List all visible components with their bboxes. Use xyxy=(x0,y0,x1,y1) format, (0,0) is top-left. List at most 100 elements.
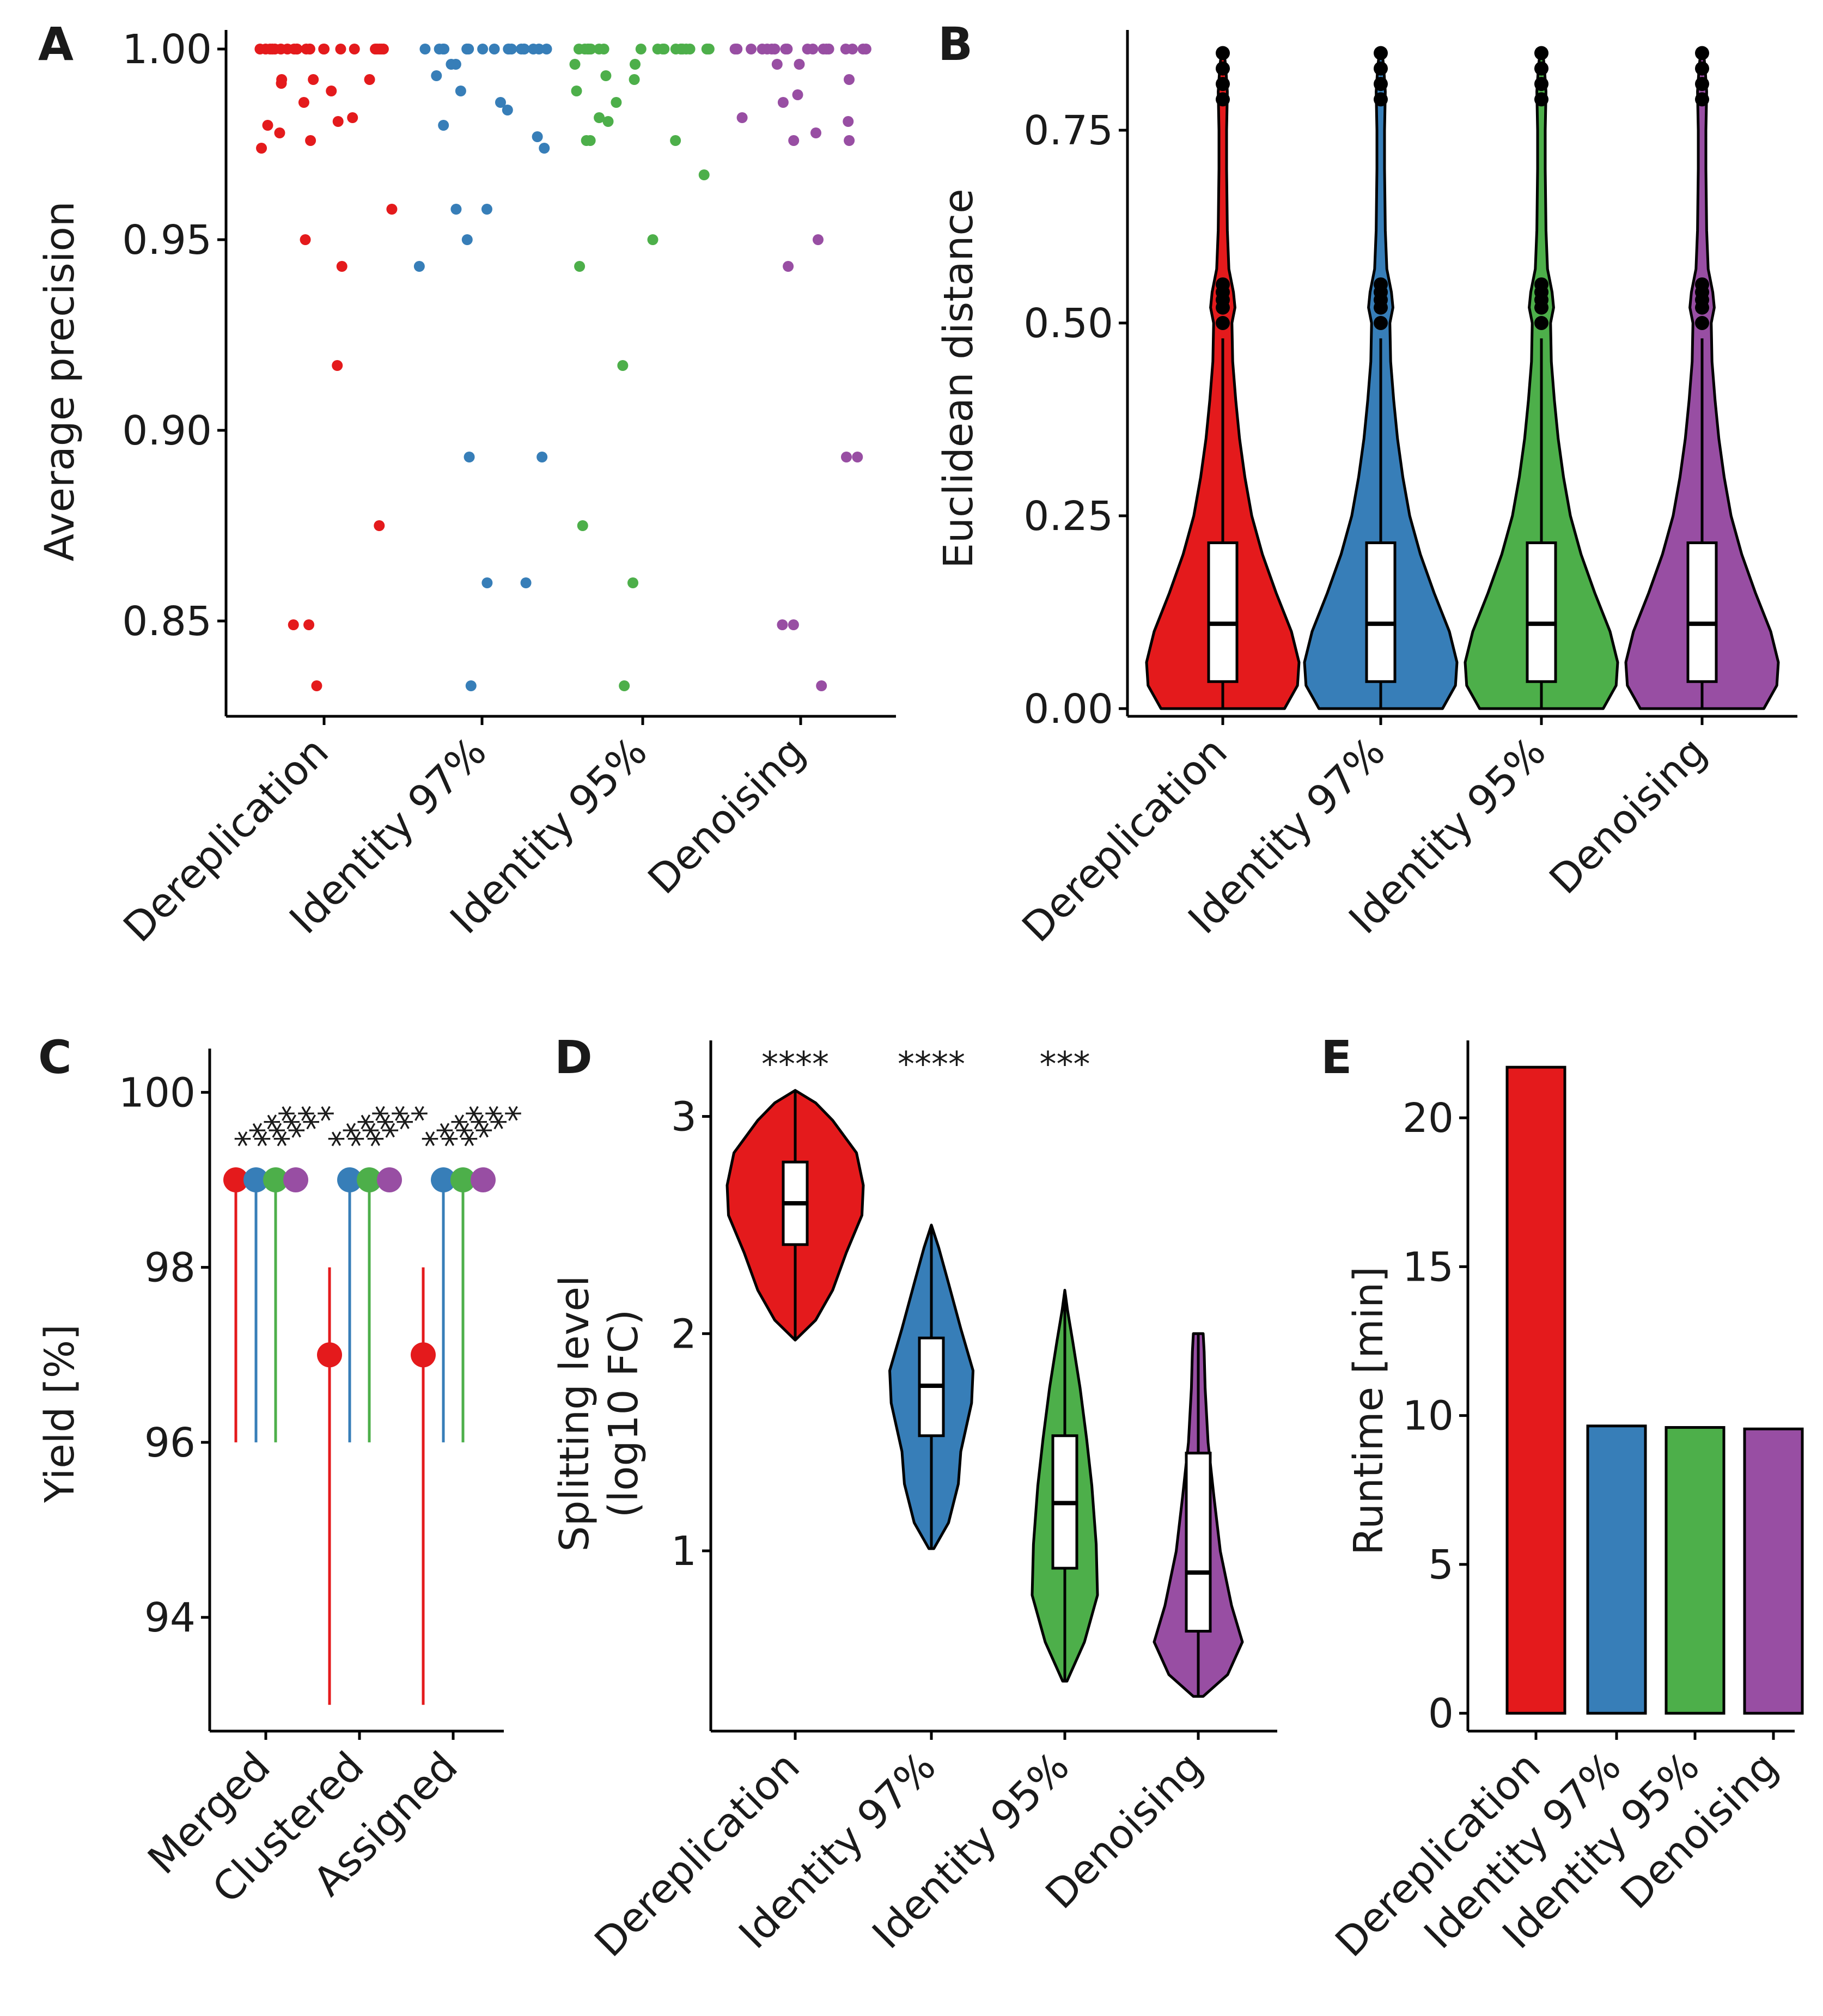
panel-a-point xyxy=(771,59,783,70)
panel-a-point xyxy=(574,261,586,272)
panel-b-outlier xyxy=(1374,92,1388,107)
panel-a-point xyxy=(413,261,425,272)
panel-b-outlier xyxy=(1695,46,1709,60)
panel-a-point xyxy=(736,112,748,123)
panel-c-point xyxy=(377,1167,402,1192)
panel-a-marks xyxy=(254,44,871,691)
panel-a-point xyxy=(780,44,791,54)
panel-a-point xyxy=(810,127,822,138)
panel-a-point xyxy=(818,44,829,54)
panel-a-point xyxy=(532,131,543,142)
panel-c-point xyxy=(450,1167,475,1192)
panel-a-point xyxy=(311,680,322,691)
panel-b-outlier xyxy=(1534,46,1548,60)
panel-a-point xyxy=(477,44,489,54)
panel-a-point xyxy=(569,59,581,70)
panel-e-bar xyxy=(1743,1427,1804,1715)
panel-a-point xyxy=(629,74,640,85)
panel-b-outlier xyxy=(1534,61,1548,76)
panel-a-point xyxy=(647,234,659,245)
panel-a-point xyxy=(438,120,449,131)
panel-c-point xyxy=(283,1167,308,1192)
panel-a-point xyxy=(630,59,641,70)
panel-d-marks: **** **** *** xyxy=(725,1044,1244,1698)
panel-a-y-tick-label: 0.95 xyxy=(122,217,212,264)
panel-c-y-tick-label: 94 xyxy=(144,1594,196,1641)
panel-a-point xyxy=(602,116,614,127)
panel-a-point xyxy=(465,680,477,691)
panel-c-point xyxy=(337,1167,362,1192)
panel-letter-d: D xyxy=(554,1031,593,1084)
panel-a-point xyxy=(461,234,473,245)
panel-letter-a: A xyxy=(38,17,74,71)
panel-a-point xyxy=(520,577,532,588)
panel-a-point xyxy=(374,520,385,531)
panel-a-point xyxy=(677,44,688,54)
panel-a-point xyxy=(438,44,450,54)
panel-a-ylabel: Average precision xyxy=(36,201,83,561)
panel-a-point xyxy=(802,44,813,54)
panel-a-point xyxy=(539,143,550,154)
panel-a-point xyxy=(584,135,596,146)
panel-c-point xyxy=(411,1342,436,1368)
panel-b-y-tick-label: 0.75 xyxy=(1023,107,1113,154)
panel-a-point xyxy=(777,619,788,630)
panel-a-point xyxy=(852,452,863,462)
panel-a-point xyxy=(783,261,794,272)
panel-b-x-tick-label: Denoising xyxy=(1541,728,1716,903)
panel-a-point xyxy=(573,44,584,54)
panel-a-point xyxy=(600,70,612,81)
panel-d-y-tick-label: 1 xyxy=(671,1528,697,1575)
panel-a-point xyxy=(464,452,475,462)
panel-a-point xyxy=(627,577,639,588)
panel-a-point xyxy=(288,619,299,630)
panel-a-point xyxy=(274,127,285,138)
panel-a-point xyxy=(450,204,462,215)
panel-c-y-tick-label: 100 xyxy=(119,1069,196,1116)
panel-a-point xyxy=(746,44,757,54)
panel-b-outlier xyxy=(1534,277,1548,292)
panel-d-y-tick-label: 3 xyxy=(671,1094,697,1141)
panel-a-point xyxy=(860,44,871,54)
panel-e-marks xyxy=(1505,1065,1804,1715)
panel-a-point xyxy=(326,86,337,96)
panel-a-point xyxy=(264,44,276,54)
panel-letter-c: C xyxy=(38,1031,72,1084)
panel-a-point xyxy=(455,86,466,96)
panel-e-y-tick-label: 20 xyxy=(1403,1095,1454,1142)
panel-a-point xyxy=(305,135,316,146)
panel-a-point xyxy=(794,59,805,70)
panel-b-marks xyxy=(1145,46,1780,710)
panel-a-point xyxy=(769,44,781,54)
panel-a-point xyxy=(844,135,855,146)
panel-a-point xyxy=(729,44,741,54)
panel-a-point xyxy=(291,44,303,54)
panel-a-point xyxy=(332,360,343,371)
panel-d-violin: Splitting level (log10 FC) **** **** *** 1… xyxy=(551,1040,1277,1966)
panel-a-point xyxy=(617,360,629,371)
panel-a-point xyxy=(528,44,539,54)
panel-letter-e: E xyxy=(1321,1031,1352,1084)
panel-a-point xyxy=(611,97,622,108)
panel-b-outlier xyxy=(1216,277,1230,292)
panel-a-point xyxy=(262,120,273,131)
panel-a-point xyxy=(256,143,267,154)
panel-e-y-tick-label: 15 xyxy=(1403,1244,1454,1290)
panel-a-point xyxy=(619,680,630,691)
panel-b-outlier xyxy=(1216,77,1230,92)
panel-c-point xyxy=(243,1167,269,1192)
panel-d-box xyxy=(1185,1452,1212,1633)
panel-a-point xyxy=(386,204,398,215)
panel-c-point xyxy=(223,1167,248,1192)
panel-b-violin: Euclidean distance 0.000.250.500.75Derep… xyxy=(935,30,1797,951)
panel-a-point xyxy=(788,619,799,630)
panel-a-point xyxy=(519,44,530,54)
panel-c-point xyxy=(471,1167,496,1192)
panel-c-ylabel: Yield [%] xyxy=(36,1324,83,1503)
panel-a-point xyxy=(275,44,286,54)
panel-d-ylabel: Splitting level xyxy=(551,1275,598,1551)
panel-c-pointrange: Yield [%] ******************************… xyxy=(36,1049,533,1913)
panel-a-point xyxy=(336,261,347,272)
